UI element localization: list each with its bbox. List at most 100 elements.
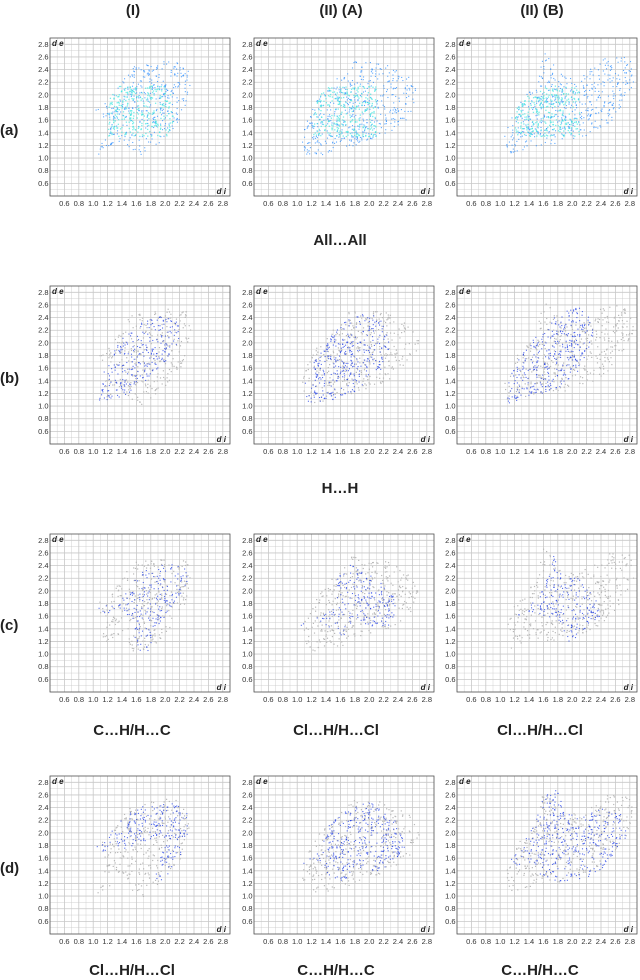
contact-point: [528, 134, 531, 137]
contact-point: [377, 366, 379, 368]
contact-point: [617, 82, 619, 84]
background-point: [403, 331, 406, 333]
contact-point: [517, 130, 519, 132]
background-point: [356, 347, 358, 349]
contact-point: [340, 366, 342, 368]
background-point: [142, 648, 145, 650]
contact-point: [118, 396, 120, 398]
background-point: [532, 392, 534, 394]
contact-point: [337, 103, 339, 105]
contact-point: [377, 63, 380, 65]
contact-point: [375, 369, 377, 371]
contact-point: [546, 350, 548, 352]
contact-point: [616, 86, 618, 88]
background-point: [587, 373, 589, 376]
background-point: [560, 335, 562, 337]
contact-point: [372, 115, 374, 118]
contact-point: [575, 100, 577, 103]
contact-point: [358, 381, 360, 383]
contact-point: [373, 112, 375, 114]
background-point: [145, 391, 148, 393]
background-point: [357, 330, 359, 332]
contact-point: [331, 124, 333, 126]
contact-point: [153, 126, 155, 129]
background-point: [109, 355, 111, 357]
contact-point: [352, 113, 354, 116]
contact-point: [133, 383, 135, 385]
contact-point: [566, 335, 569, 337]
contact-point: [525, 349, 527, 351]
contact-point: [572, 135, 574, 137]
contact-point: [374, 75, 376, 77]
contact-point: [139, 375, 141, 377]
contact-point: [536, 118, 538, 120]
contact-point: [603, 102, 606, 104]
background-point: [590, 352, 592, 354]
contact-point: [563, 134, 566, 136]
contact-point: [630, 75, 632, 77]
contact-point: [524, 141, 527, 143]
background-point: [543, 371, 545, 373]
background-point: [312, 383, 314, 386]
background-point: [345, 335, 348, 337]
background-point: [356, 383, 358, 385]
contact-point: [153, 131, 155, 133]
y-tick-label: 1.8: [445, 103, 455, 112]
background-point: [180, 340, 183, 343]
background-point: [108, 357, 110, 359]
y-tick-label: 0.6: [445, 427, 455, 436]
contact-point: [526, 125, 528, 128]
contact-point: [341, 370, 343, 372]
contact-point: [149, 78, 151, 80]
contact-point: [570, 368, 572, 370]
contact-point: [587, 115, 589, 117]
contact-point: [374, 321, 376, 323]
contact-point: [556, 88, 558, 90]
background-point: [148, 616, 150, 618]
background-point: [164, 363, 167, 365]
contact-point: [130, 117, 132, 119]
contact-point: [554, 341, 556, 343]
background-point: [557, 334, 559, 336]
contact-point: [354, 101, 356, 103]
contact-point: [347, 131, 349, 134]
contact-point: [314, 137, 316, 139]
contact-point: [99, 397, 101, 399]
contact-point: [319, 118, 321, 120]
y-tick-label: 2.6: [445, 52, 455, 61]
contact-point: [306, 120, 309, 122]
background-point: [332, 329, 334, 331]
contact-point: [594, 120, 596, 122]
contact-point: [182, 68, 184, 70]
background-point: [336, 332, 338, 335]
background-point: [307, 368, 309, 371]
background-point: [138, 597, 140, 599]
contact-point: [404, 87, 406, 89]
contact-point: [570, 124, 572, 126]
contact-point: [372, 136, 374, 138]
contact-point: [561, 133, 563, 135]
background-point: [159, 377, 162, 379]
contact-point: [128, 127, 130, 130]
contact-point: [344, 104, 346, 106]
contact-point: [144, 123, 147, 125]
contact-point: [547, 372, 550, 375]
contact-point: [520, 136, 522, 138]
contact-point: [529, 131, 531, 134]
contact-point: [506, 145, 508, 147]
contact-point: [545, 122, 547, 124]
contact-point: [557, 340, 559, 342]
contact-point: [574, 109, 576, 111]
background-point: [532, 366, 535, 368]
contact-point: [370, 133, 373, 135]
contact-point: [536, 130, 538, 132]
background-point: [591, 343, 593, 345]
contact-point: [550, 103, 552, 105]
contact-point: [597, 127, 599, 129]
contact-point: [530, 133, 532, 135]
contact-point: [313, 127, 315, 129]
background-point: [187, 574, 189, 577]
contact-point: [156, 108, 158, 110]
contact-point: [142, 76, 144, 78]
contact-point: [613, 93, 615, 95]
